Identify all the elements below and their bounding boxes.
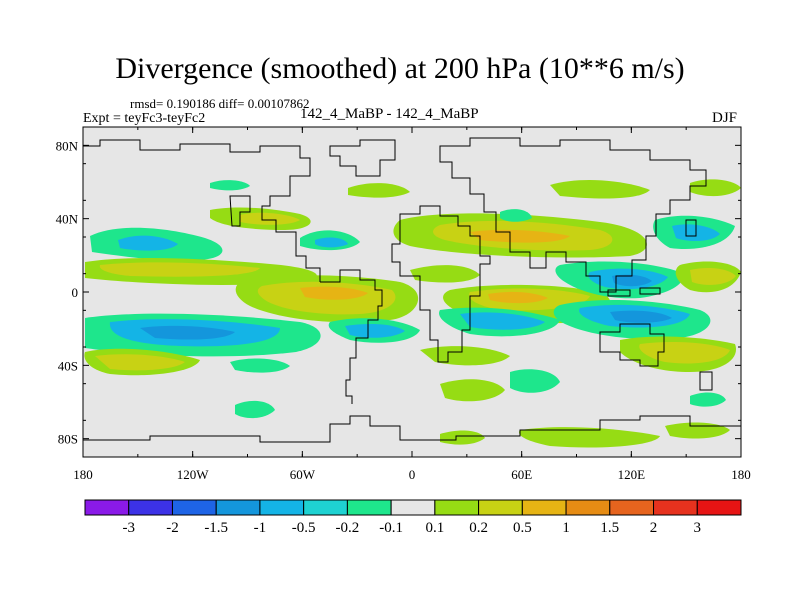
colorbar-label: 1 bbox=[562, 520, 570, 536]
colorbar-swatch bbox=[653, 499, 698, 516]
contour-patch bbox=[240, 212, 300, 225]
colorbar-label: 0.2 bbox=[469, 520, 488, 536]
contour-patch bbox=[550, 179, 650, 199]
colorbar-swatch bbox=[303, 499, 348, 516]
contour-patch bbox=[345, 323, 405, 338]
colorbar-swatch bbox=[84, 499, 130, 516]
colorbar-label: -0.1 bbox=[379, 520, 403, 536]
contour-patch bbox=[639, 342, 730, 364]
colorbar-swatch bbox=[128, 499, 173, 516]
lon-label: 0 bbox=[409, 467, 416, 482]
colorbar-label: 2 bbox=[650, 520, 658, 536]
lon-label: 120W bbox=[177, 467, 210, 482]
contour-patch bbox=[210, 180, 250, 191]
contour-patch bbox=[690, 179, 741, 197]
lon-label: 180 bbox=[73, 467, 93, 482]
contour-patch bbox=[460, 312, 545, 330]
contour-patch bbox=[420, 346, 510, 366]
contour-patch bbox=[95, 354, 185, 371]
contour-patch bbox=[440, 379, 505, 402]
lat-label: 40N bbox=[56, 212, 79, 227]
contour-patch bbox=[612, 274, 652, 287]
divergence-field bbox=[84, 179, 741, 448]
contour-patch bbox=[140, 325, 235, 340]
colorbar-swatch bbox=[565, 499, 611, 516]
colorbar-label: 0.5 bbox=[513, 520, 532, 536]
lon-label: 120E bbox=[618, 467, 646, 482]
contour-patch bbox=[440, 430, 485, 445]
colorbar: -3 -2 -1.5 -1 -0.5 -0.2 -0.1 0.1 0.2 0.5 1 1.5 2 3 bbox=[84, 499, 742, 536]
axes: 80N 40N 0 40S 80S 180 120W 60W 0 60E 120E 180 bbox=[56, 126, 751, 482]
colorbar-label: -1 bbox=[254, 520, 267, 536]
contour-patch bbox=[235, 400, 275, 419]
contour-patch bbox=[690, 392, 726, 407]
lat-label: 80S bbox=[58, 432, 78, 447]
plot-title: Divergence (smoothed) at 200 hPa (10**6 … bbox=[115, 52, 685, 85]
contour-patch bbox=[410, 265, 480, 283]
lat-label: 40S bbox=[58, 358, 78, 373]
contour-patch bbox=[665, 422, 730, 439]
contour-patch bbox=[99, 262, 260, 277]
colorbar-label: -1.5 bbox=[204, 520, 228, 536]
colorbar-label: -0.5 bbox=[292, 520, 316, 536]
contour-patch bbox=[610, 310, 672, 323]
lon-label: 60E bbox=[511, 467, 532, 482]
contour-patch bbox=[118, 235, 178, 251]
case-label: 142_4_MaBP - 142_4_MaBP bbox=[300, 106, 479, 122]
continent-outlines bbox=[83, 137, 741, 457]
colorbar-swatch bbox=[171, 499, 217, 516]
colorbar-swatch bbox=[434, 499, 480, 516]
colorbar-swatch bbox=[696, 499, 742, 516]
colorbar-swatch bbox=[478, 499, 523, 516]
lat-label: 0 bbox=[72, 285, 79, 300]
colorbar-label: 1.5 bbox=[600, 520, 619, 536]
lon-label: 180 bbox=[731, 467, 751, 482]
contour-patch bbox=[510, 369, 560, 393]
colorbar-swatch bbox=[215, 499, 261, 516]
colorbar-label: -2 bbox=[166, 520, 179, 536]
contour-patch bbox=[690, 268, 736, 285]
contour-patch bbox=[519, 427, 660, 448]
colorbar-swatch bbox=[609, 499, 655, 516]
colorbar-swatch bbox=[390, 499, 436, 516]
contour-patch bbox=[300, 286, 368, 300]
contour-patch bbox=[230, 358, 290, 373]
colorbar-swatch bbox=[259, 499, 305, 516]
contour-patch bbox=[470, 229, 570, 243]
contour-patch bbox=[500, 209, 532, 222]
colorbar-label: -3 bbox=[122, 520, 135, 536]
colorbar-label: -0.2 bbox=[336, 520, 360, 536]
colorbar-swatch bbox=[521, 499, 567, 516]
lon-label: 60W bbox=[290, 467, 316, 482]
contour-patch bbox=[488, 291, 548, 304]
colorbar-label: 0.1 bbox=[425, 520, 444, 536]
colorbar-swatch bbox=[346, 499, 392, 516]
contour-patch bbox=[315, 237, 348, 248]
rmsd-diff-stats: rmsd= 0.190186 diff= 0.00107862 bbox=[130, 96, 310, 111]
season-label: DJF bbox=[712, 110, 738, 126]
experiment-label: Expt = teyFc3-teyFc2 bbox=[83, 111, 206, 126]
lat-label: 80N bbox=[56, 138, 79, 153]
contour-patch bbox=[348, 183, 410, 198]
colorbar-label: 3 bbox=[694, 520, 702, 536]
